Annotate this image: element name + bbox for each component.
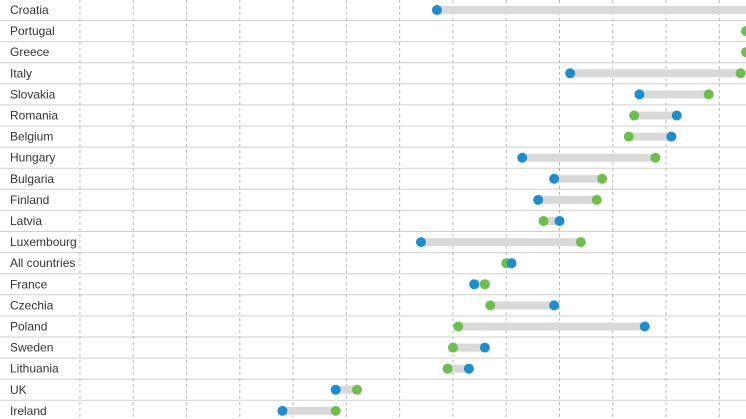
category-label: Slovakia	[10, 87, 56, 101]
category-label: Sweden	[10, 341, 53, 355]
point-series-b	[479, 279, 490, 290]
point-series-a	[415, 237, 426, 248]
category-label: Ireland	[10, 404, 47, 418]
category-label: Hungary	[10, 151, 55, 165]
point-series-b	[442, 363, 453, 374]
point-series-b	[453, 321, 464, 332]
point-series-a	[639, 321, 650, 332]
point-series-b	[735, 68, 746, 79]
point-series-a	[277, 405, 288, 416]
category-label: Italy	[10, 66, 32, 80]
category-labels: Croatia Portugal Greece Italy Slovakia Romani…	[10, 3, 77, 418]
point-series-b	[447, 342, 458, 353]
point-series-b	[485, 300, 496, 311]
point-series-a	[469, 279, 480, 290]
category-label: Portugal	[10, 24, 55, 38]
point-series-a	[431, 5, 442, 15]
category-label: Croatia	[10, 3, 49, 17]
category-label: Romania	[10, 109, 58, 123]
category-label: Bulgaria	[10, 172, 54, 186]
category-label: Belgium	[10, 130, 53, 144]
point-series-a	[666, 131, 677, 142]
category-label: Poland	[10, 320, 47, 334]
point-series-a	[565, 68, 576, 79]
row-lines	[0, 20, 746, 401]
point-series-b	[741, 47, 746, 58]
point-series-b	[741, 26, 746, 37]
point-series-a	[506, 258, 517, 269]
category-label: Czechia	[10, 298, 54, 312]
point-series-b	[538, 216, 549, 226]
point-series-a	[549, 173, 560, 184]
point-series-b	[650, 152, 661, 163]
point-series-a	[554, 216, 565, 226]
category-label: France	[10, 277, 48, 291]
point-series-a	[549, 300, 560, 311]
point-series-b	[703, 89, 714, 100]
category-label: UK	[10, 383, 27, 397]
point-series-b	[591, 194, 602, 205]
point-series-a	[330, 384, 341, 395]
point-series-b	[623, 131, 634, 142]
point-series-b	[330, 405, 341, 416]
category-label: Lithuania	[10, 362, 59, 376]
series-a-points	[277, 5, 682, 416]
point-series-a	[479, 342, 490, 353]
category-label: Latvia	[10, 214, 42, 228]
category-label: All countries	[10, 256, 75, 270]
point-series-a	[517, 152, 528, 163]
point-series-b	[575, 237, 586, 248]
category-label: Luxembourg	[10, 235, 77, 249]
category-label: Finland	[10, 193, 49, 207]
point-series-b	[597, 173, 608, 184]
point-series-a	[671, 110, 682, 121]
point-series-b	[629, 110, 640, 121]
point-series-b	[352, 384, 363, 395]
point-series-a	[463, 363, 474, 374]
category-label: Greece	[10, 45, 50, 59]
point-series-a	[533, 194, 544, 205]
point-series-a	[634, 89, 645, 100]
